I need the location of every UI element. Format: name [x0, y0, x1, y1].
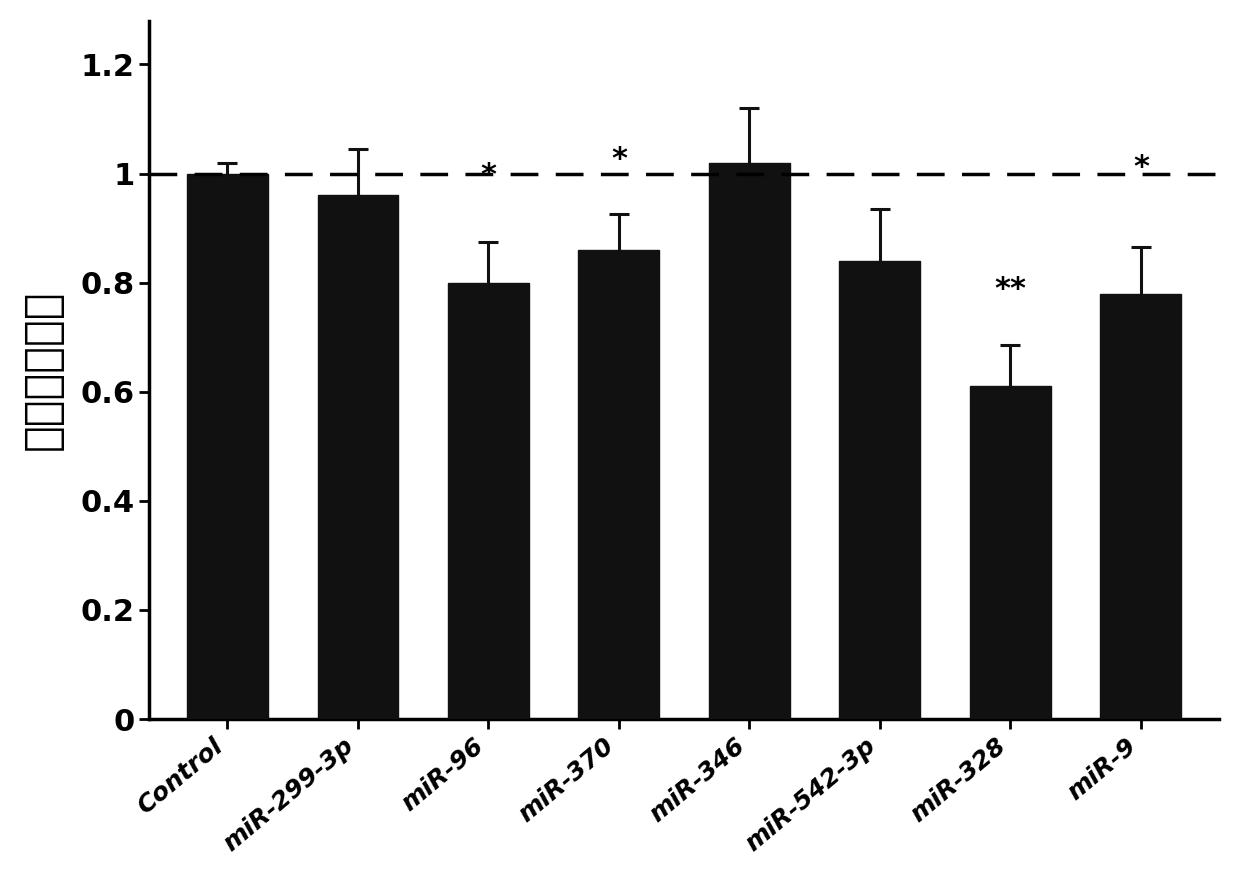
Text: *: * [480, 161, 496, 190]
Bar [448, 282, 529, 719]
Text: **: ** [994, 275, 1027, 304]
Bar [970, 386, 1050, 719]
Bar [317, 196, 398, 719]
Y-axis label: 荧光素酶活性: 荧光素酶活性 [21, 289, 63, 450]
Bar [1100, 294, 1182, 719]
Text: *: * [611, 145, 627, 174]
Bar [709, 162, 790, 719]
Bar [187, 174, 268, 719]
Bar [579, 250, 660, 719]
Text: *: * [1133, 153, 1149, 182]
Bar [839, 260, 920, 719]
